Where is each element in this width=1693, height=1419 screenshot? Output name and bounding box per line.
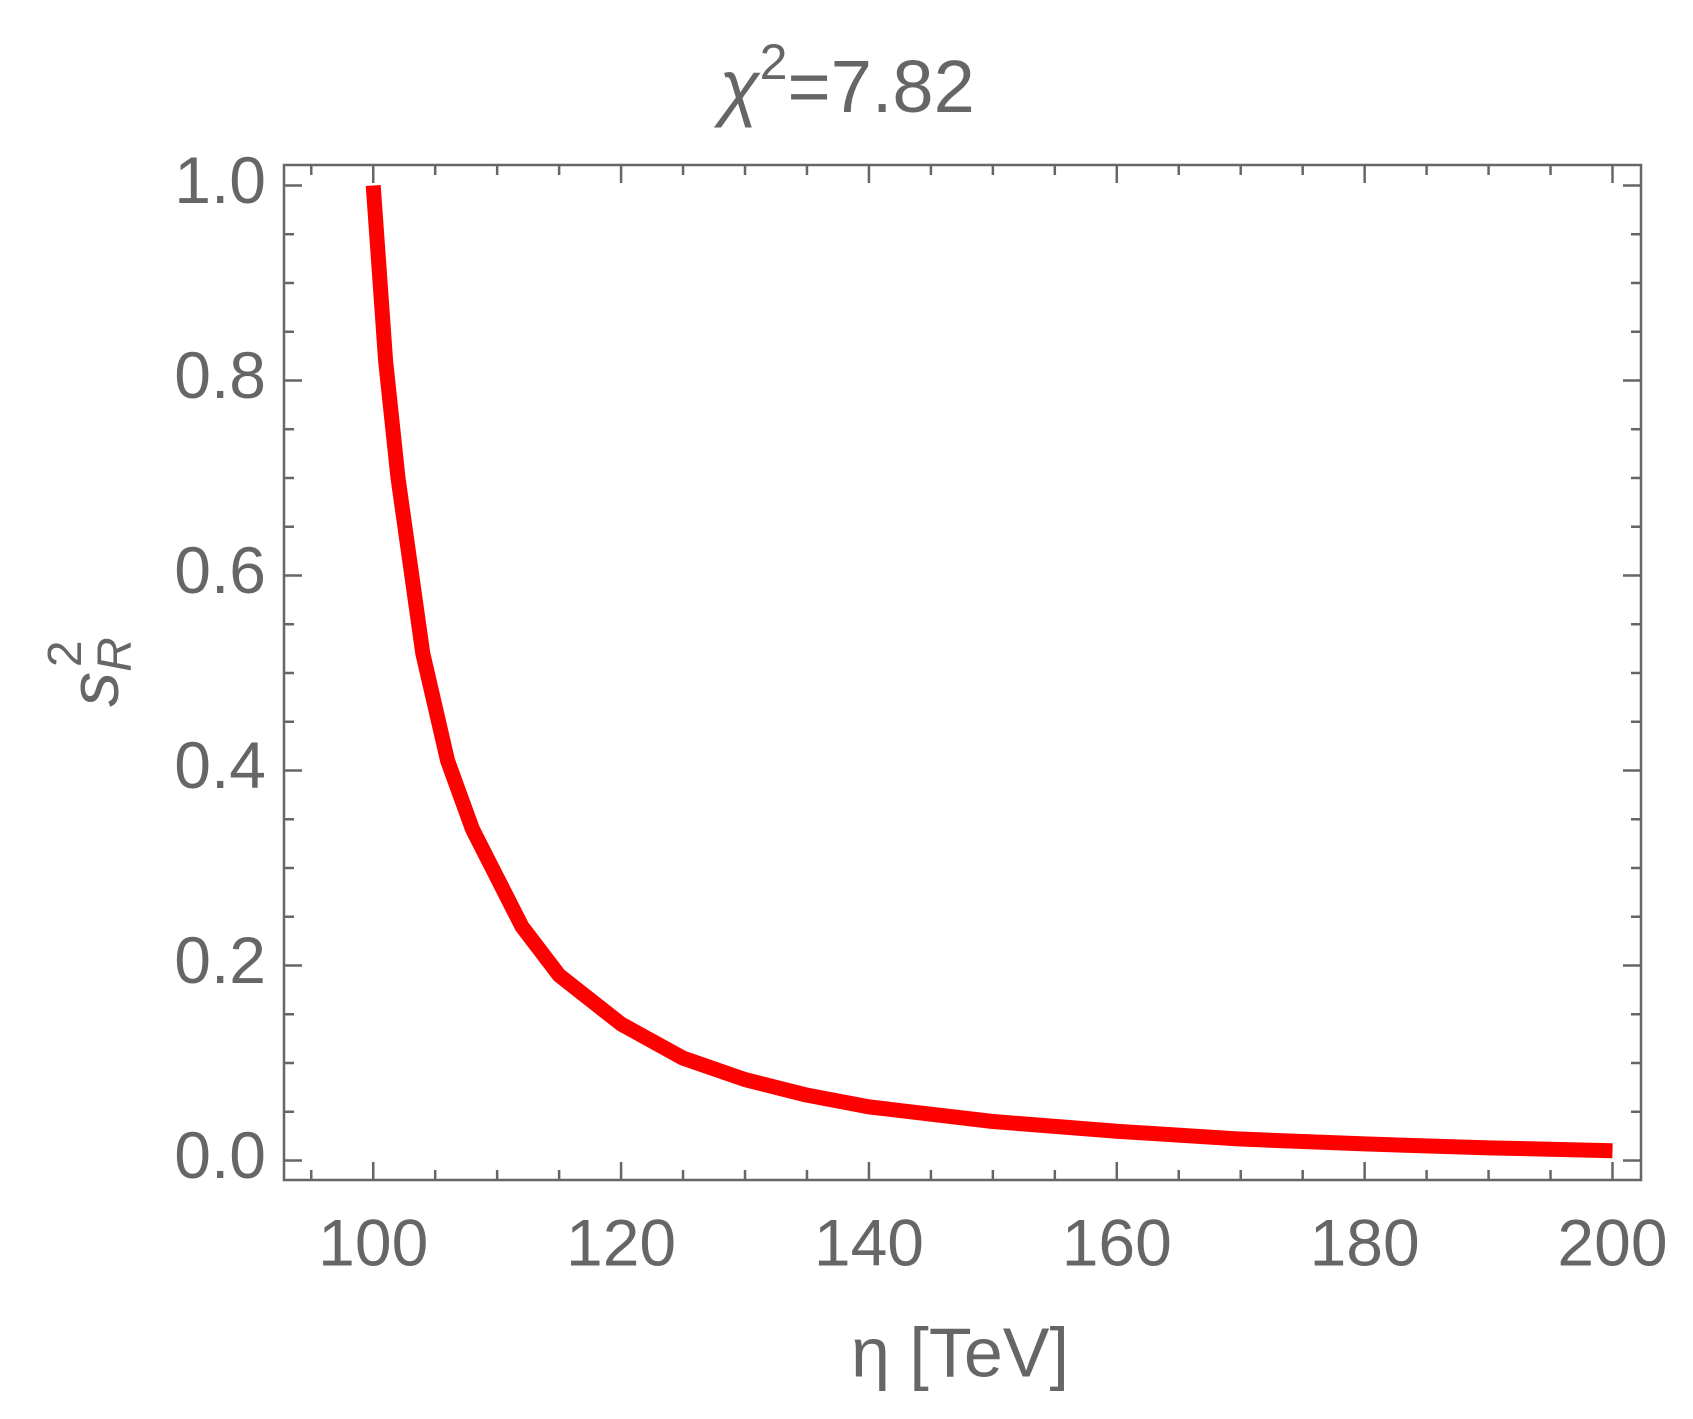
title-sup: 2 — [760, 34, 788, 90]
x-tick-label: 120 — [566, 1205, 676, 1279]
x-tick-label: 180 — [1310, 1205, 1420, 1279]
y-tick-label: 0.8 — [174, 338, 266, 412]
y-axis-label: sR2 — [39, 637, 142, 707]
y-label-sub: R — [89, 637, 142, 672]
y-label-sup: 2 — [39, 640, 92, 667]
y-label-base: s — [55, 672, 133, 707]
plot-frame — [282, 163, 1643, 1182]
x-tick-label: 200 — [1557, 1205, 1667, 1279]
x-tick-label: 160 — [1062, 1205, 1172, 1279]
y-tick-label: 0.4 — [174, 728, 266, 802]
title-base: χ — [713, 45, 761, 128]
chart-title: χ2=7.82 — [713, 34, 974, 127]
title-rest: =7.82 — [787, 45, 974, 128]
y-tick-label: 0.0 — [174, 1118, 266, 1192]
y-tick-label: 0.6 — [174, 533, 266, 607]
x-axis-label: η [TeV] — [851, 1313, 1069, 1391]
data-line — [365, 184, 1613, 1159]
y-tick-label: 1.0 — [174, 143, 266, 217]
x-tick-label: 100 — [318, 1205, 428, 1279]
x-tick-label: 140 — [814, 1205, 924, 1279]
y-tick-label: 0.2 — [174, 923, 266, 997]
